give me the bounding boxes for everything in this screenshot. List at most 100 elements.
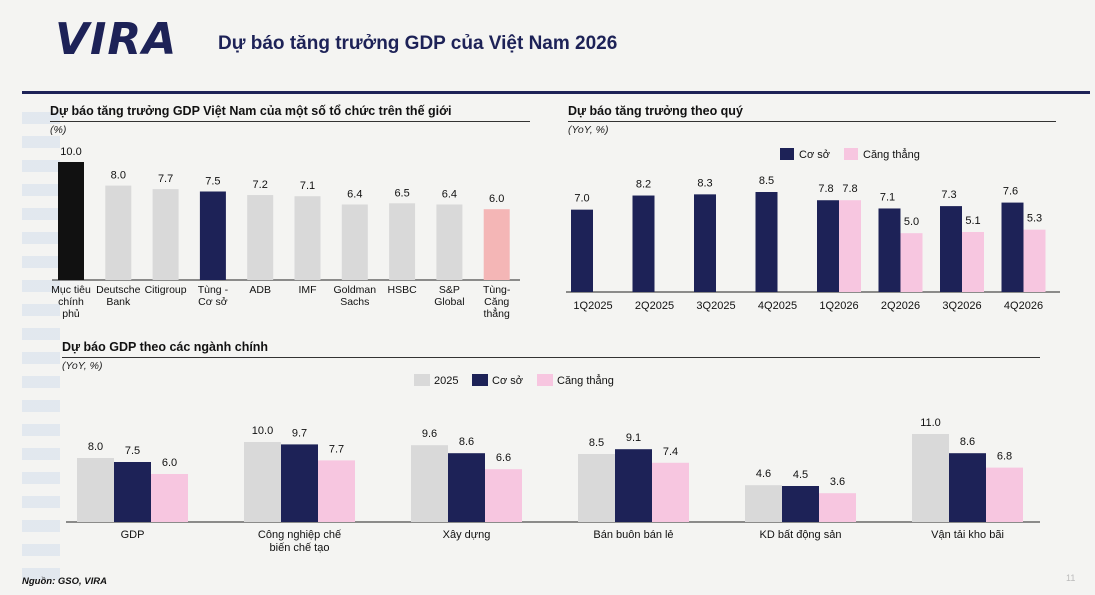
chart1-bar (247, 195, 274, 280)
chart3-bar (244, 442, 281, 522)
chart2-bar (1001, 202, 1024, 292)
decorative-pattern (22, 100, 60, 580)
chart1-value-label: 7.5 (205, 176, 220, 188)
chart2-category-label: 3Q2026 (942, 300, 981, 312)
chart3-legend-label: 2025 (434, 375, 458, 387)
chart3-legend-swatch (472, 374, 488, 386)
chart1-value-label: 7.7 (158, 173, 173, 185)
chart2-legend-swatch (844, 148, 858, 160)
chart1-value-label: 6.0 (489, 193, 504, 205)
chart1-category-label: Cơ sở (198, 296, 228, 308)
chart2-bar (755, 192, 778, 292)
chart3-bar (77, 458, 114, 522)
chart1-bar (294, 196, 321, 280)
vira-logo: VIRA (55, 14, 178, 65)
chart1-unit: (%) (50, 124, 67, 136)
chart1-category-label: ADB (249, 284, 271, 296)
chart2-legend-label: Cơ sở (799, 149, 830, 161)
chart2-value-label: 8.3 (697, 177, 712, 189)
chart1-category-label: chính (58, 296, 84, 308)
chart2-bar (571, 209, 593, 292)
chart3-bar (281, 444, 318, 522)
chart2-bar (839, 200, 861, 292)
chart3-category-label: KD bất động sản (760, 529, 842, 541)
chart3-value-label: 6.8 (997, 451, 1012, 463)
chart1-category-label: HSBC (388, 284, 418, 296)
page-number: 11 (1066, 573, 1076, 583)
source-note: Nguồn: GSO, VIRA (22, 576, 107, 587)
chart2-category-label: 1Q2026 (819, 300, 858, 312)
chart2-category-label: 4Q2026 (1004, 300, 1043, 312)
chart2-value-label: 7.1 (880, 191, 895, 203)
chart3-bar (151, 474, 188, 522)
chart2-bar (817, 200, 839, 292)
chart1-title-rule (50, 121, 530, 122)
chart3-value-label: 11.0 (920, 417, 941, 429)
chart3-bar (652, 462, 689, 522)
chart1-bar (152, 189, 179, 280)
chart3-legend-label: Căng thẳng (557, 374, 614, 387)
chart1-bar (436, 204, 463, 280)
chart1-bar (199, 191, 226, 280)
chart2-bar (878, 208, 901, 292)
chart3-category-label: Bán buôn bán lẻ (593, 529, 673, 541)
chart3-category-label: Xây dựng (443, 529, 491, 541)
chart1-value-label: 8.0 (111, 170, 126, 182)
chart2-bar (694, 194, 716, 292)
chart1-value-label: 6.5 (394, 187, 409, 199)
chart2-value-label: 5.3 (1027, 213, 1042, 225)
chart3-bar (411, 445, 448, 522)
chart2-value-label: 7.0 (574, 193, 589, 205)
chart3-bar (745, 485, 782, 522)
chart1-value-label: 7.1 (300, 180, 315, 192)
chart2-unit: (YoY, %) (568, 124, 609, 136)
chart3-value-label: 3.6 (830, 476, 845, 488)
chart2-bar (962, 232, 984, 292)
chart2-value-label: 7.6 (1003, 186, 1018, 198)
chart3-value-label: 9.1 (626, 432, 641, 444)
chart3-category-label: biến chế tạo (270, 542, 330, 554)
chart2-value-label: 7.8 (818, 183, 833, 195)
chart1-category-label: thẳng (484, 307, 510, 320)
chart1-category-label: S&P (439, 284, 460, 296)
chart1-bar (58, 162, 84, 280)
chart1-bar (389, 203, 416, 280)
chart1-category-label: Mục tiêu (51, 284, 91, 296)
chart1-category-label: Tùng - (198, 284, 229, 296)
chart3-title-rule (62, 357, 1040, 358)
chart3-unit: (YoY, %) (62, 360, 103, 372)
chart2-value-label: 7.8 (842, 183, 857, 195)
chart3-value-label: 7.7 (329, 443, 344, 455)
chart3-category-label: Công nghiệp chế (258, 529, 341, 541)
chart1-value-label: 6.4 (442, 188, 457, 200)
page-title: Dự báo tăng trưởng GDP của Việt Nam 2026 (218, 33, 618, 54)
chart2-bar (940, 206, 962, 292)
chart2-value-label: 5.0 (904, 216, 919, 228)
chart3-value-label: 10.0 (252, 425, 273, 437)
chart2-value-label: 8.2 (636, 179, 651, 191)
chart3-value-label: 4.6 (756, 468, 771, 480)
chart3-bar (615, 449, 652, 522)
header-divider (22, 91, 1090, 94)
chart1-value-label: 7.2 (253, 179, 268, 191)
chart3-value-label: 4.5 (793, 469, 808, 481)
chart3-bar (114, 462, 151, 522)
chart3-bar (485, 469, 522, 522)
chart2-value-label: 5.1 (965, 215, 980, 227)
chart3-bar (782, 486, 819, 522)
chart3-category-label: GDP (121, 529, 145, 541)
chart3-bar (578, 454, 615, 522)
chart1-category-label: phủ (62, 308, 80, 320)
chart3-bar (819, 493, 856, 522)
chart1-value-label: 10.0 (60, 146, 81, 158)
chart2-bar (900, 233, 923, 292)
chart3-bar (318, 460, 355, 522)
chart3-value-label: 7.4 (663, 446, 678, 458)
chart3-value-label: 8.0 (88, 441, 103, 453)
chart3-value-label: 8.6 (459, 436, 474, 448)
chart3-bar (986, 467, 1023, 522)
chart1-category-label: Tùng- (483, 284, 511, 296)
chart1-category-label: IMF (298, 284, 316, 296)
chart1-value-label: 6.4 (347, 188, 362, 200)
chart3-title: Dự báo GDP theo các ngành chính (62, 340, 269, 354)
